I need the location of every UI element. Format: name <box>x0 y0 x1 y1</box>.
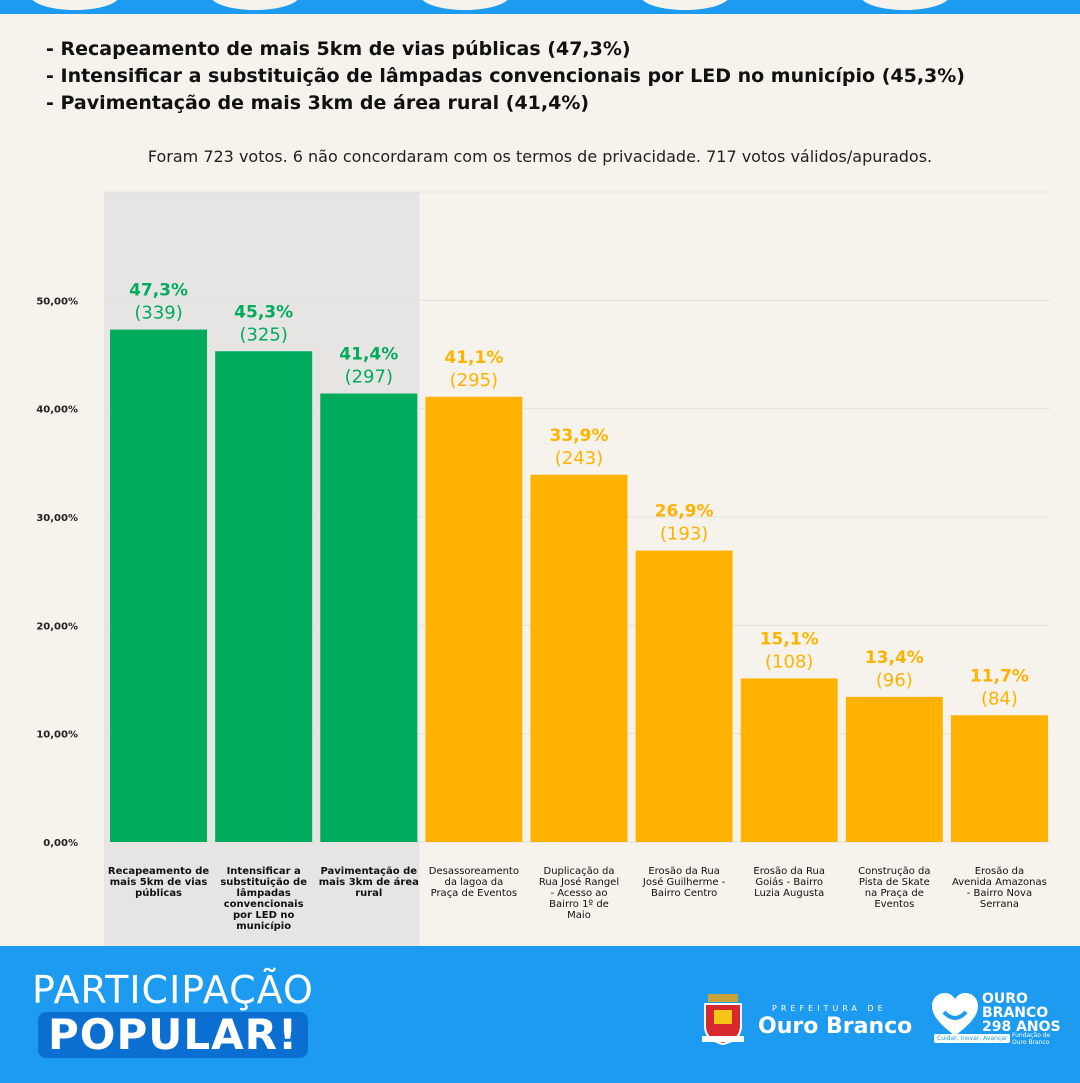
heart-logo-icon <box>932 993 978 1036</box>
footer-title-line2: POPULAR! <box>38 1012 309 1058</box>
bar-percent-label: 45,3% <box>234 302 293 322</box>
top-results-list: - Recapeamento de mais 5km de vias públi… <box>46 36 965 117</box>
bar-votes-label: (193) <box>660 524 708 545</box>
bar-percent-label: 47,3% <box>129 281 188 301</box>
y-tick-label: 0,00% <box>43 838 78 849</box>
bar-votes-label: (84) <box>981 688 1018 709</box>
category-label: Erosão da Rua José Guilherme -Bairro Cent… <box>642 866 726 899</box>
ob-line-1: OURO <box>982 991 1028 1007</box>
category-label: Recapeamento de mais 5km de vias públicas <box>108 866 209 899</box>
bar-votes-label: (339) <box>134 303 182 324</box>
ob-fund-line-2: Ouro Branco <box>1012 1039 1050 1046</box>
category-label: Erosão da Avenida Amazonas - Bairro Nova Se… <box>952 866 1047 910</box>
bar <box>635 550 733 842</box>
vote-summary: Foram 723 votos. 6 não concordaram com o… <box>147 147 933 166</box>
y-tick-label: 20,00% <box>36 621 78 632</box>
result-line-1: - Recapeamento de mais 5km de vias públi… <box>46 38 631 60</box>
footer: PARTICIPAÇÃO POPULAR! PREFEITURA DE Ouro… <box>0 946 1080 1083</box>
bar <box>950 715 1048 842</box>
ob-fund-line-1: Fundação de <box>1012 1032 1051 1039</box>
bar <box>845 696 943 842</box>
y-tick-label: 30,00% <box>36 513 78 524</box>
prefeitura-label: PREFEITURA DE <box>772 1004 887 1013</box>
bar <box>530 474 628 842</box>
bar-votes-label: (325) <box>239 324 287 345</box>
bar-votes-label: (297) <box>345 367 393 388</box>
result-line-2: - Intensificar a substituição de lâmpada… <box>46 65 965 87</box>
bar-votes-label: (243) <box>555 448 603 469</box>
bar-percent-label: 13,4% <box>865 648 924 668</box>
category-label: Duplicação da Rua José Rangel - Acesso ao B… <box>539 866 619 921</box>
ouro-branco-anniversary: OURO BRANCO 298 ANOS <box>982 992 1061 1034</box>
category-label: Desassoreamento da lagoa da Praça de Event… <box>429 866 519 899</box>
bar <box>740 678 838 842</box>
category-label: Erosão da Rua Goiás - Bairro Luzia Augusta <box>753 866 825 899</box>
bar-percent-label: 41,4% <box>339 345 398 365</box>
category-label: Construção da Pista de Skate na Praça de Ev… <box>858 866 930 910</box>
ob-line-2: BRANCO <box>982 1005 1049 1021</box>
result-line-3: - Pavimentação de mais 3km de área rural… <box>46 92 590 114</box>
bar <box>425 396 523 842</box>
top-decorative-band <box>0 0 1080 14</box>
bar <box>320 393 418 842</box>
bar-percent-label: 15,1% <box>760 629 819 649</box>
prefeitura-name: Ouro Branco <box>758 1014 913 1039</box>
bar-percent-label: 33,9% <box>550 426 609 446</box>
bar-percent-label: 11,7% <box>970 666 1029 686</box>
footer-title-line1: PARTICIPAÇÃO <box>32 968 314 1012</box>
bar <box>215 351 313 842</box>
y-tick-label: 40,00% <box>36 405 78 416</box>
vote-bar-chart: 0,00% 10,00% 20,00% 30,00% 40,00% 50,00% 47,3%… <box>36 191 1050 948</box>
bar-votes-label: (295) <box>450 370 498 391</box>
bar-votes-label: (96) <box>876 670 913 691</box>
bar-percent-label: 41,1% <box>444 348 503 368</box>
y-tick-label: 50,00% <box>36 296 78 307</box>
category-label: Pavimentação de mais 3km de área rural <box>319 866 419 899</box>
ob-slogan: Cuidar, Inovar, Avançar <box>934 1034 1011 1043</box>
bar-percent-label: 26,9% <box>655 502 714 522</box>
category-label: Intensificar a substituição de lâmpadas con… <box>220 866 307 932</box>
bar <box>110 329 208 842</box>
ob-line-3: 298 ANOS <box>982 1019 1061 1035</box>
y-tick-label: 10,00% <box>36 730 78 741</box>
ob-foundation: Fundação de Ouro Branco <box>1012 1032 1050 1046</box>
city-crest-icon <box>702 994 744 1046</box>
bar-votes-label: (108) <box>765 651 813 672</box>
